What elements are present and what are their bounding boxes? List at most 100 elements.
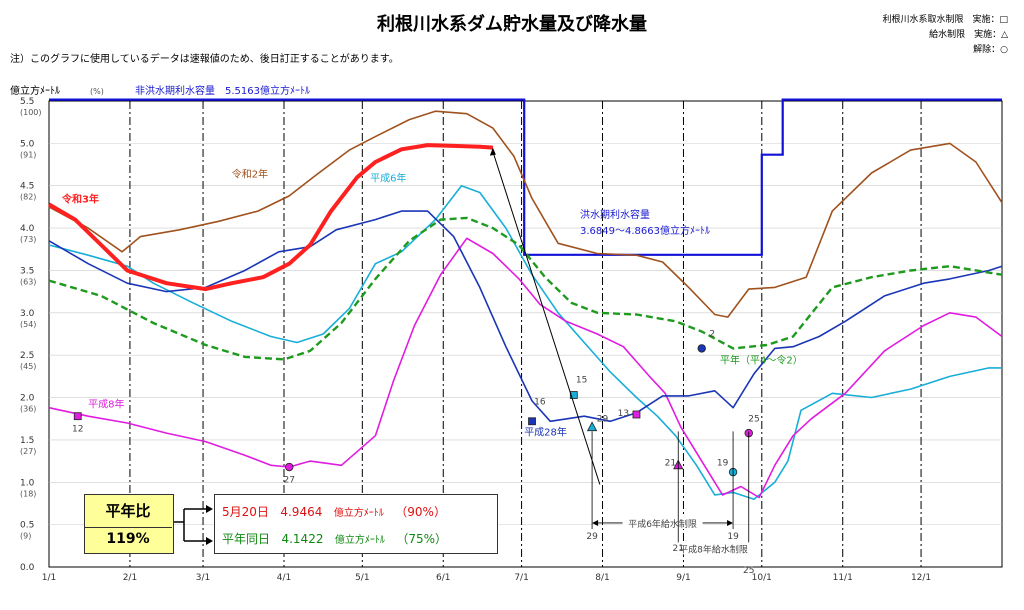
event-markers: 12 27 16 15 29 13 21 2 19 25 <box>72 330 760 486</box>
y-tick-pct-label: (45) <box>20 362 36 371</box>
summary-normal-unit: 億立方ﾒｰﾄﾙ <box>334 535 385 546</box>
span-label: 平成6年給水制限 <box>628 518 697 530</box>
x-tick-label: 9/1 <box>676 573 690 583</box>
flood-season-capacity-label: 洪水期利水容量 <box>580 208 650 221</box>
y-tick-label: 4.5 <box>20 182 34 192</box>
restriction-lifted-marker <box>285 462 294 472</box>
summary-current-unit: 億立方ﾒｰﾄﾙ <box>333 508 384 519</box>
y-tick-label: 5.0 <box>20 139 35 149</box>
legend-lifted: 解除：○ <box>973 45 1008 55</box>
series-line <box>48 110 1003 318</box>
x-tick-label: 7/1 <box>514 573 528 583</box>
span-label-bg <box>622 516 703 529</box>
plot-frame <box>48 100 1003 568</box>
summary-normal-date: 平年同日 <box>222 532 271 546</box>
span-label-bg <box>673 542 754 555</box>
flood-season-capacity-range: 3.6849～4.8663億立方ﾒｰﾄﾙ <box>580 224 710 237</box>
y-tick-label: 2.0 <box>20 394 35 404</box>
x-tick-label: 11/1 <box>833 573 853 583</box>
ratio-value: 119% <box>84 527 172 547</box>
series-line <box>47 143 494 292</box>
pointer-head <box>489 147 496 156</box>
series-label: 平成8年 <box>88 398 124 411</box>
y-tick-pct-label: (82) <box>20 193 36 202</box>
marker-date-label: 21 <box>665 458 676 468</box>
y-axis-pct-label: (%) <box>90 87 104 96</box>
marker-date-label: 12 <box>72 424 83 434</box>
capacity-path <box>49 98 1002 256</box>
y-tick-pct-label: (91) <box>20 150 36 159</box>
y-tick-pct-label: (100) <box>20 108 42 117</box>
summary-current: 5月20日 4.9464 億立方ﾒｰﾄﾙ （90%） <box>222 503 446 520</box>
series-label: 平年（平4～令2） <box>720 354 803 367</box>
series-label: 令和2年 <box>232 167 268 180</box>
y-tick-label: 0.5 <box>20 521 34 531</box>
pointer-line <box>492 151 601 485</box>
y-tick-pct-label: (63) <box>20 277 36 286</box>
y-tick-label: 4.0 <box>20 224 35 234</box>
intake-restriction-marker <box>569 391 578 399</box>
summary-connector <box>172 505 213 545</box>
x-tick-label: 8/1 <box>595 573 609 583</box>
chart-title: 利根川水系ダム貯水量及び降水量 <box>377 14 647 35</box>
y-tick-pct-label: (36) <box>20 405 36 414</box>
legend-intake-restriction: 利根川水系取水制限 実施：□ <box>882 15 1008 25</box>
summary-normal-pct: （75%） <box>396 532 448 546</box>
x-tick-label: 12/1 <box>911 573 931 583</box>
y-tick-label: 1.0 <box>20 478 35 488</box>
intake-restriction-marker <box>528 417 536 426</box>
y-tick-pct-label: (73) <box>20 235 36 244</box>
span-end-date: 19 <box>727 532 739 542</box>
restriction-lifted-marker <box>697 344 706 353</box>
marker-date-label: 16 <box>534 397 546 407</box>
x-tick-label: 6/1 <box>436 573 450 583</box>
ratio-box <box>84 494 174 554</box>
x-tick-label: 10/1 <box>752 573 772 583</box>
span-arrow-head <box>592 519 599 526</box>
summary-current-value: 4.9464 <box>280 505 323 519</box>
summary-box <box>214 494 498 554</box>
series-label: 平成28年 <box>524 426 567 439</box>
marker-date-label: 13 <box>618 409 629 419</box>
marker-date-label: 19 <box>717 458 729 468</box>
summary-normal-value: 4.1422 <box>281 532 324 546</box>
marker-date-label: 2 <box>709 330 715 340</box>
summary-current-date: 5月20日 <box>222 505 269 519</box>
intake-restriction-marker <box>73 412 82 421</box>
span-arrow-head <box>727 519 734 526</box>
marker-date-label: 29 <box>597 414 609 424</box>
y-tick-label: 2.5 <box>20 351 34 361</box>
intake-restriction-marker <box>632 410 641 419</box>
span-end-date: 25 <box>743 566 754 576</box>
legend-supply-restriction: 給水制限 実施：△ <box>929 30 1008 40</box>
y-tick-pct-label: (9) <box>20 532 31 541</box>
y-axis-label: 億立方ﾒｰﾄﾙ <box>10 84 60 97</box>
y-tick-pct-label: (54) <box>20 320 36 329</box>
series-label: 平成6年 <box>370 171 406 184</box>
series-lines <box>47 110 1003 500</box>
y-tick-pct-label: (27) <box>20 447 36 456</box>
summary-current-pct: （90%） <box>395 505 446 519</box>
marker-date-label: 25 <box>748 414 759 424</box>
y-tick-label: 3.5 <box>20 266 34 276</box>
series-line <box>48 237 1003 499</box>
y-tick-pct-label: (18) <box>20 489 36 498</box>
y-tick-label: 0.0 <box>20 563 35 573</box>
series-line <box>48 210 1003 423</box>
data-note: 注）このグラフに使用しているデータは速報値のため、後日訂正することがあります。 <box>10 54 399 65</box>
span-start-date: 21 <box>673 544 684 554</box>
x-tick-label: 5/1 <box>355 573 369 583</box>
series-line <box>48 184 1002 500</box>
marker-date-label: 15 <box>576 375 587 385</box>
y-tick-label: 1.5 <box>20 436 34 446</box>
grid <box>49 101 1002 567</box>
summary-normal: 平年同日 4.1422 億立方ﾒｰﾄﾙ （75%） <box>222 530 447 547</box>
supply-restriction-marker <box>586 421 598 432</box>
x-tick-label: 2/1 <box>123 573 137 583</box>
x-tick-label: 4/1 <box>277 573 291 583</box>
axes: 0.0 0.5(9) 1.0(18) 1.5(27) 2.0(36) 2.5(45) 3.0… <box>20 97 931 583</box>
x-tick-label: 3/1 <box>196 573 210 583</box>
